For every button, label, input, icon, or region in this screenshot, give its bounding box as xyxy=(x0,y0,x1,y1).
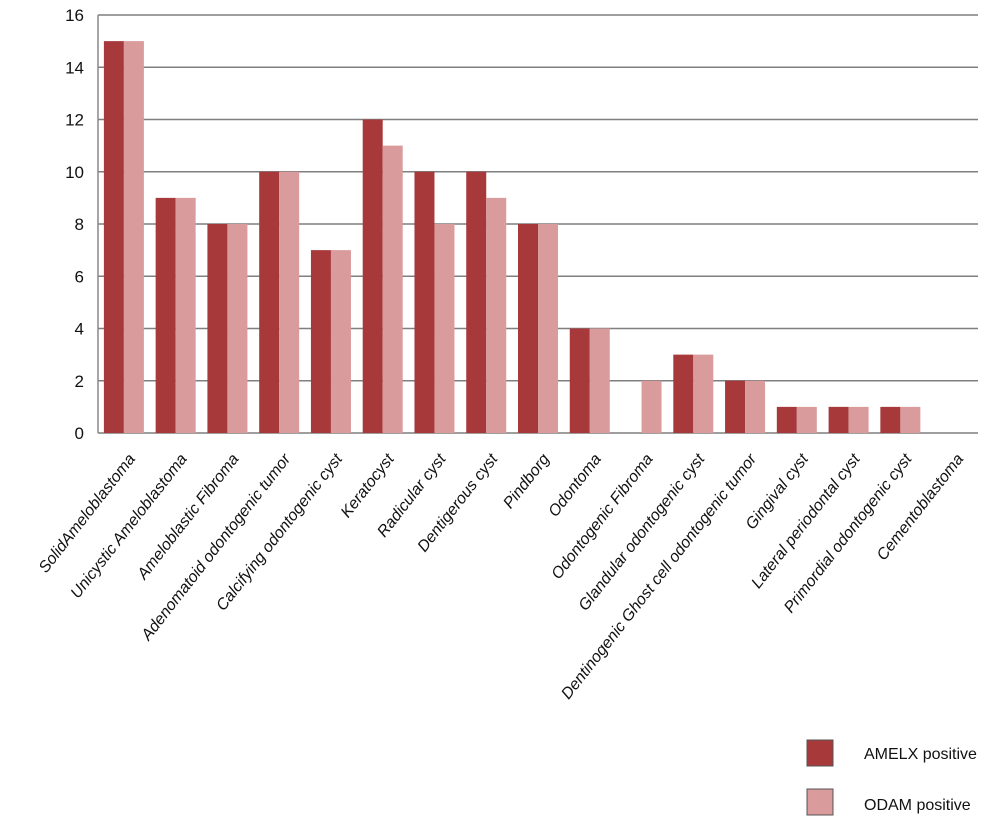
bar-amelx xyxy=(259,171,280,433)
legend-swatch-amelx xyxy=(806,739,834,767)
bar-amelx xyxy=(518,224,538,433)
bar-odam xyxy=(330,250,351,433)
x-tick-label: Ameloblastic Fibroma xyxy=(134,451,243,584)
legend-label-odam: ODAM positive xyxy=(864,797,971,814)
bar-amelx xyxy=(207,224,228,433)
bar-odam xyxy=(279,171,300,433)
bar-odam xyxy=(900,406,921,433)
bar-odam xyxy=(848,406,869,433)
y-tick-label: 16 xyxy=(65,6,84,25)
legend-item-odam: ODAM positive xyxy=(806,788,971,816)
y-tick-label: 2 xyxy=(75,372,84,391)
y-tick-label: 14 xyxy=(65,58,84,77)
bar-amelx xyxy=(828,406,849,433)
x-tick-label: Odontogenic Fibroma xyxy=(549,451,657,583)
legend-swatch-odam xyxy=(806,788,834,816)
legend-label-amelx: AMELX positive xyxy=(864,746,977,763)
bar-odam xyxy=(123,41,144,433)
y-tick-label: 6 xyxy=(75,267,84,286)
bar-amelx xyxy=(725,380,746,433)
bar-amelx xyxy=(362,119,383,433)
bar-amelx xyxy=(673,354,694,433)
bar-amelx xyxy=(776,406,797,433)
bar-odam xyxy=(693,354,714,433)
bar-amelx xyxy=(880,406,901,433)
bar-odam xyxy=(538,224,558,433)
bar-amelx xyxy=(414,171,435,433)
bar-odam xyxy=(382,145,403,433)
bar-amelx xyxy=(569,328,590,433)
legend-item-amelx: AMELX positive xyxy=(806,739,977,767)
bar-odam xyxy=(589,328,610,433)
x-tick-label: SolidAmeloblastoma xyxy=(36,451,139,576)
bar-amelx xyxy=(103,41,124,433)
legend: AMELX positive ODAM positive xyxy=(806,739,977,816)
bar-amelx xyxy=(466,171,487,433)
y-tick-label: 0 xyxy=(75,424,84,443)
x-tick-label: Dentinogenic Ghost cell odontogenic tumo… xyxy=(558,450,760,702)
x-tick-label: Pindborg xyxy=(500,451,553,512)
y-tick-label: 10 xyxy=(65,163,84,182)
y-tick-label: 8 xyxy=(75,215,84,234)
y-tick-label: 4 xyxy=(75,320,84,339)
bars xyxy=(103,41,921,433)
bar-odam xyxy=(486,197,507,433)
bar-amelx xyxy=(310,250,331,433)
y-axis-ticks: 0 2 4 6 8 10 12 14 16 xyxy=(65,6,84,443)
bar-amelx xyxy=(155,197,176,433)
bar-odam xyxy=(641,380,662,433)
bar-odam xyxy=(227,224,248,433)
bar-odam xyxy=(796,406,817,433)
bar-odam xyxy=(434,224,455,433)
bar-odam xyxy=(175,197,196,433)
y-tick-label: 12 xyxy=(65,111,84,130)
bar-odam xyxy=(745,380,766,433)
